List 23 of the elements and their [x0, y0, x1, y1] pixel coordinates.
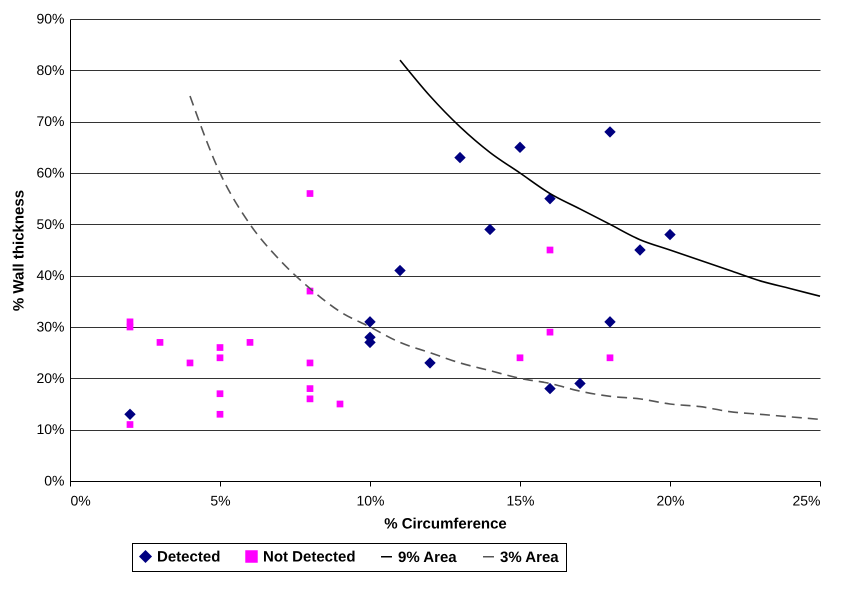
legend-label: Detected [157, 548, 220, 566]
y-tick-label: 70% [36, 113, 64, 130]
legend-label: Not Detected [263, 548, 356, 566]
x-tick-label: 15% [506, 492, 535, 508]
y-tick-label: 60% [36, 164, 64, 180]
y-tick-label: 0% [44, 472, 64, 488]
y-tick-label: 50% [36, 216, 64, 232]
y-tick-label: 40% [36, 267, 64, 284]
legend-label: 3% Area [500, 548, 560, 566]
x-tick-label: 10% [356, 492, 385, 508]
line-series [189, 95, 821, 420]
x-tick-label: 25% [792, 492, 820, 508]
x-axis-title: % Circumference [384, 516, 507, 532]
y-axis-title: % Wall thickness [10, 190, 28, 312]
y-tick-label: 90% [36, 10, 64, 26]
legend-label: 9% Area [398, 548, 458, 566]
x-tick-label: 5% [210, 492, 231, 508]
y-tick-label: 30% [36, 318, 64, 334]
y-tick-label: 10% [36, 421, 64, 438]
x-tick-label: 20% [656, 492, 685, 508]
y-tick-label: 80% [36, 62, 64, 78]
x-tick-label: 0% [70, 492, 91, 508]
y-tick-label: 20% [36, 370, 64, 386]
